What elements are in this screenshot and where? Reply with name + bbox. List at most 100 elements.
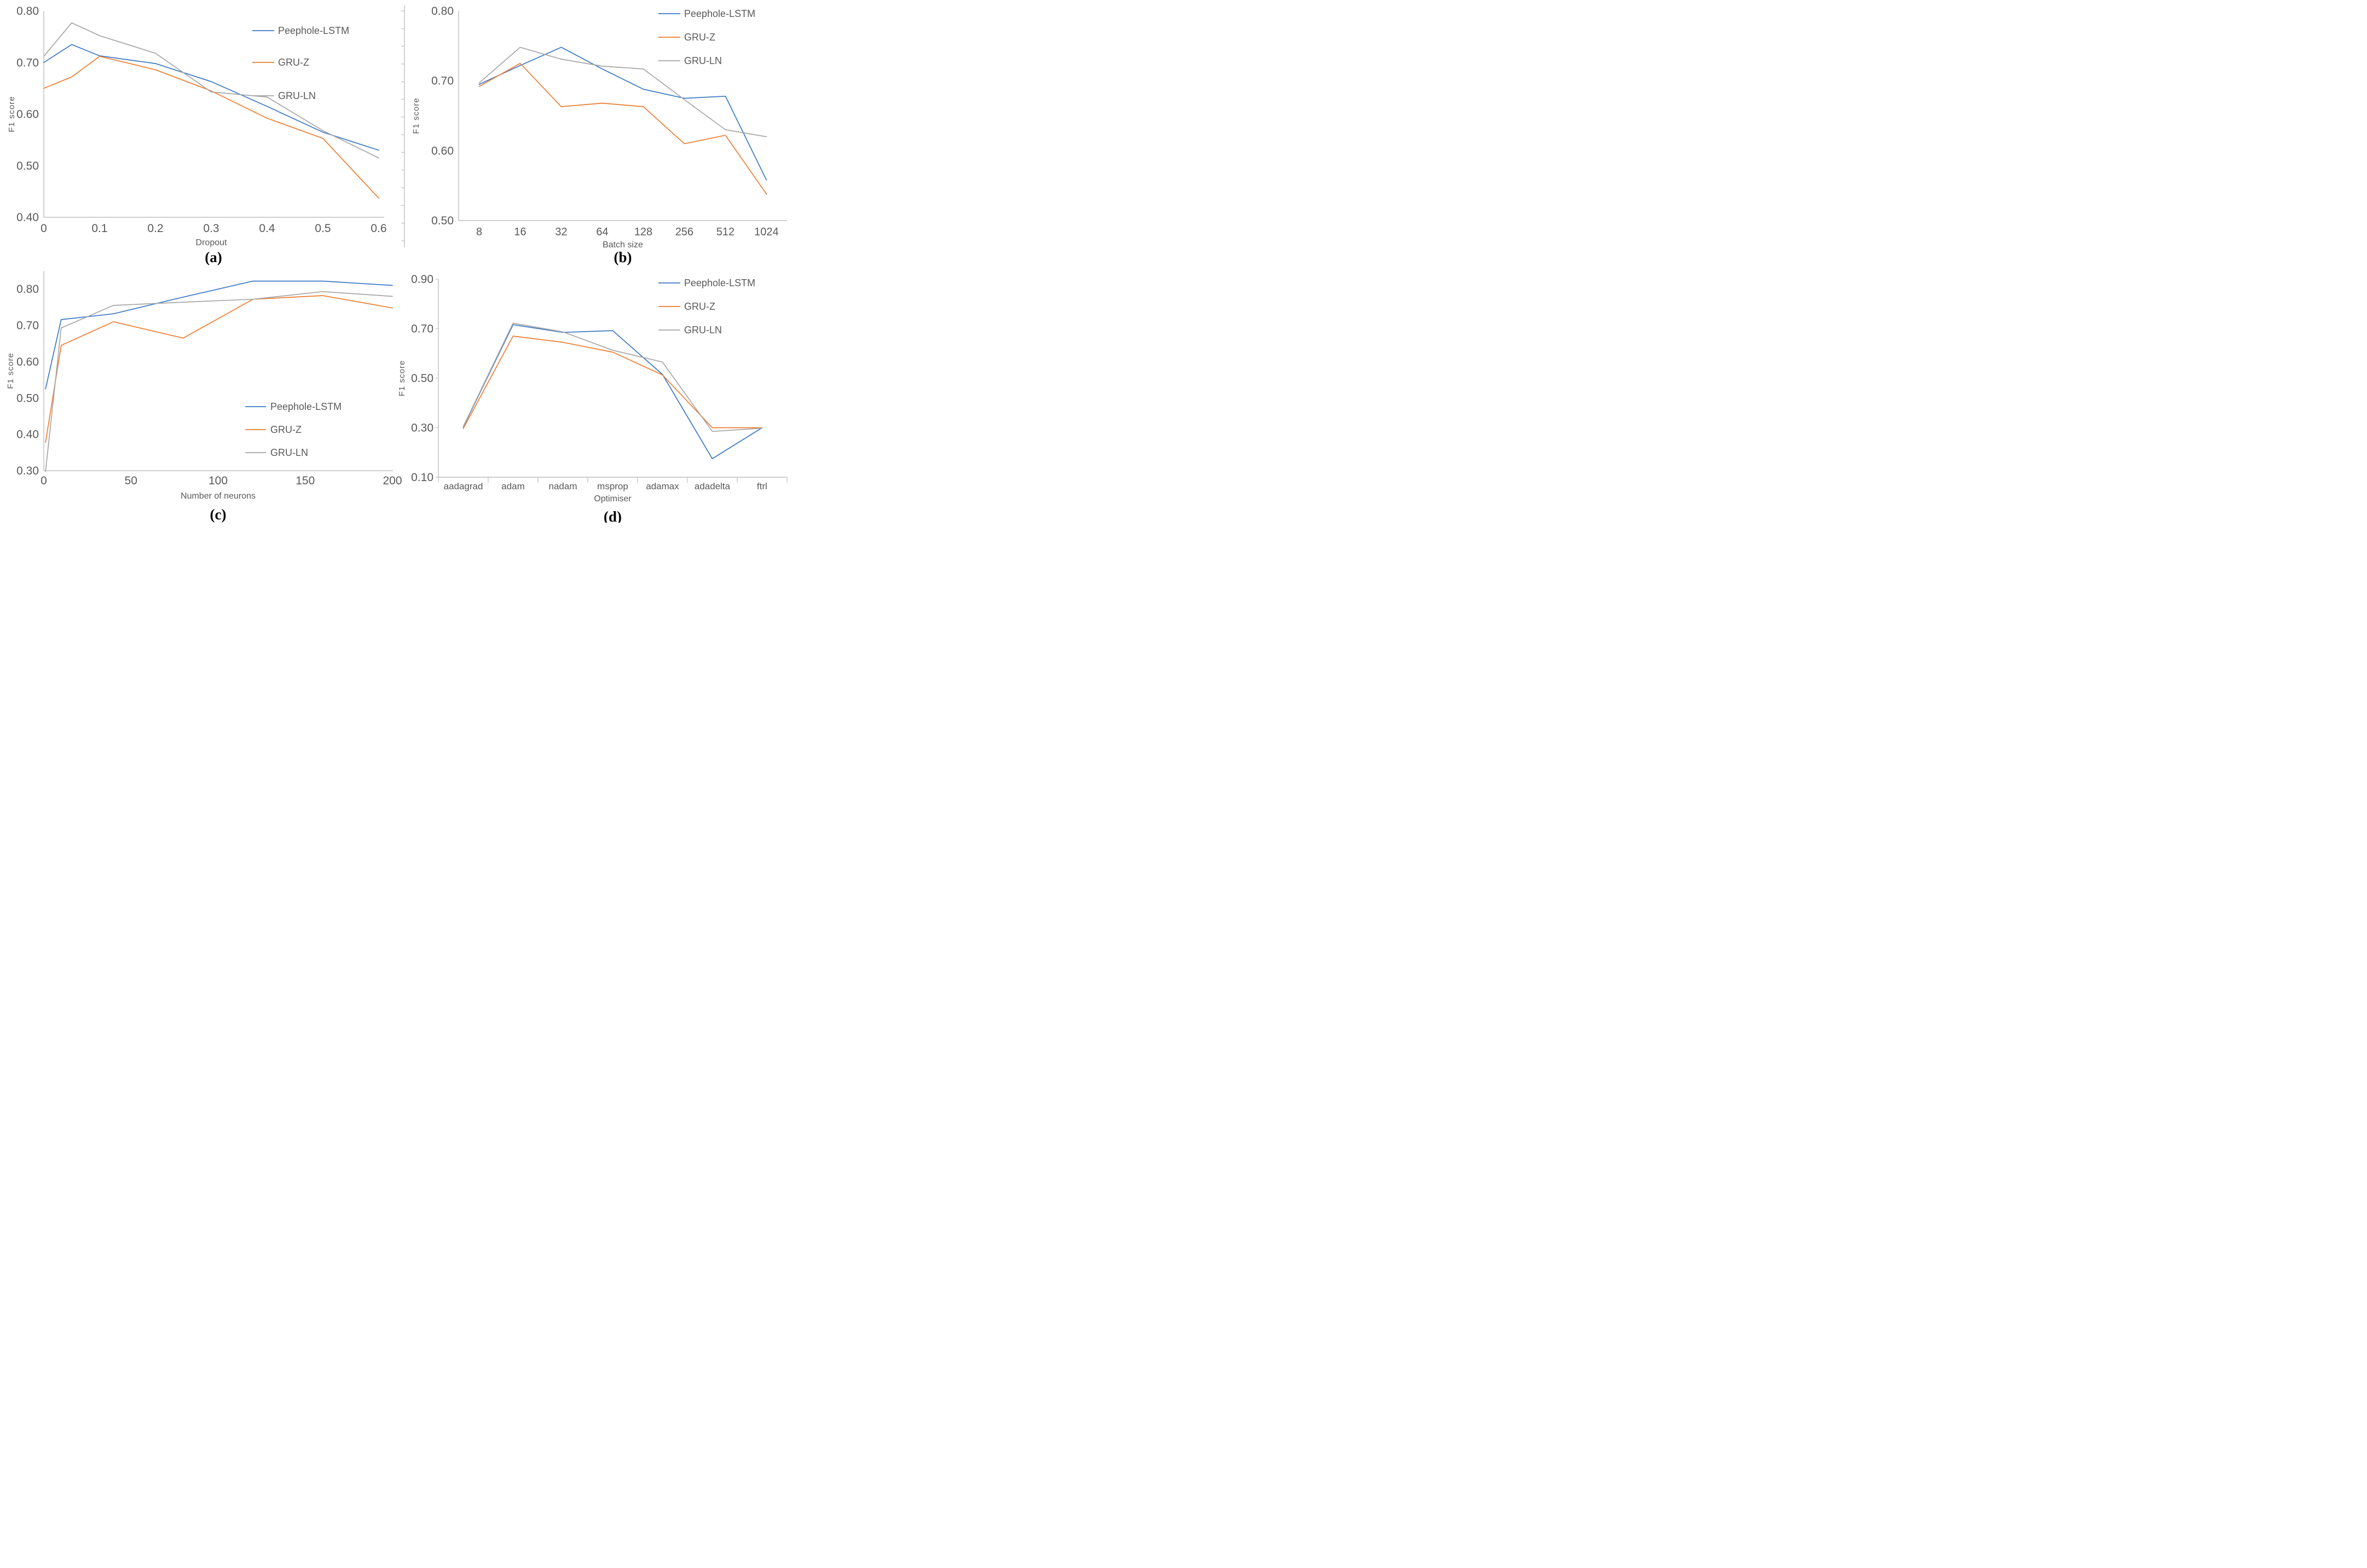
svg-text:0.80: 0.80	[431, 5, 454, 18]
panel-b-chart: 0.50 0.60 0.70 0.80 8 16 32 64 128 256 512 1024 Batc…	[401, 5, 787, 250]
svg-text:0.2: 0.2	[147, 222, 163, 235]
panel-a-letter: (a)	[205, 249, 222, 265]
svg-text:0.5: 0.5	[315, 222, 331, 235]
series-line-gru-z	[462, 335, 763, 429]
legend: Peephole-LSTM GRU-Z GRU-LN	[252, 25, 349, 101]
svg-text:1024: 1024	[754, 226, 779, 238]
legend-item-peephole-lstm: Peephole-LSTM	[658, 8, 755, 19]
svg-text:16: 16	[514, 226, 526, 238]
svg-text:0.6: 0.6	[371, 222, 386, 235]
legend-item-peephole-lstm: Peephole-LSTM	[252, 25, 349, 36]
legend-label: Peephole-LSTM	[684, 277, 755, 288]
svg-text:0.50: 0.50	[16, 160, 39, 172]
series-line-gru-ln	[43, 22, 379, 159]
panel-c-chart: 0.30 0.40 0.50 0.60 0.70 0.80 0 50 100 150 200 Numb…	[6, 271, 402, 501]
legend-item-gru-z: GRU-Z	[245, 424, 302, 435]
axes	[458, 11, 787, 221]
legend-label: GRU-Z	[278, 57, 309, 68]
svg-text:150: 150	[296, 475, 315, 487]
panel-d: 0.10 0.30 0.50 0.70 0.90 aadagrad adam nadam msp…	[395, 265, 789, 523]
svg-text:256: 256	[675, 226, 693, 238]
panel-b-letter: (b)	[614, 249, 632, 265]
svg-text:0.30: 0.30	[411, 422, 433, 435]
svg-text:0.1: 0.1	[91, 222, 107, 235]
figure-page: 0.40 0.50 0.60 0.70 0.80 0 0.1 0.2 0.3 0.4 0.5 0.6 D…	[0, 0, 789, 523]
svg-text:0.3: 0.3	[203, 222, 219, 235]
svg-text:msprop: msprop	[597, 481, 628, 491]
legend-label: GRU-LN	[270, 447, 308, 458]
legend-label: GRU-Z	[684, 301, 715, 312]
svg-text:32: 32	[555, 226, 567, 238]
panel-b: 0.50 0.60 0.70 0.80 8 16 32 64 128 256 512 1024 Batc…	[395, 0, 789, 265]
svg-text:0.10: 0.10	[411, 471, 433, 484]
legend-label: Peephole-LSTM	[270, 401, 342, 412]
svg-text:0.70: 0.70	[431, 75, 454, 88]
svg-text:128: 128	[634, 226, 652, 238]
x-axis-tick-labels: 0 0.1 0.2 0.3 0.4 0.5 0.6	[40, 222, 386, 235]
legend: Peephole-LSTM GRU-Z GRU-LN	[658, 8, 755, 66]
svg-text:100: 100	[209, 475, 228, 487]
panel-d-letter: (d)	[604, 508, 622, 523]
svg-text:0.4: 0.4	[259, 222, 275, 235]
x-axis-title: Number of neurons	[181, 491, 256, 501]
legend-item-peephole-lstm: Peephole-LSTM	[658, 277, 755, 288]
panel-d-chart: 0.10 0.30 0.50 0.70 0.90 aadagrad adam nadam msp…	[397, 273, 788, 504]
svg-text:0.70: 0.70	[411, 323, 433, 335]
series-line-gru-z	[478, 62, 767, 195]
panel-c-letter: (c)	[210, 506, 227, 523]
y-axis-title: F1 score	[412, 97, 421, 134]
svg-text:0.90: 0.90	[411, 273, 433, 286]
svg-text:0.50: 0.50	[16, 392, 39, 404]
svg-text:0.70: 0.70	[16, 320, 39, 332]
axes	[436, 279, 788, 483]
svg-text:adamax: adamax	[646, 481, 679, 491]
series-line-gru-ln	[45, 291, 393, 472]
axes	[43, 271, 393, 471]
x-axis-title: Dropout	[196, 238, 227, 247]
y-axis-title: F1 score	[6, 352, 15, 389]
svg-text:0: 0	[40, 475, 47, 487]
legend-item-gru-z: GRU-Z	[658, 32, 715, 43]
legend-item-gru-ln: GRU-LN	[658, 55, 722, 66]
legend-item-gru-z: GRU-Z	[252, 57, 309, 68]
svg-text:512: 512	[716, 226, 734, 238]
legend-label: GRU-LN	[684, 55, 722, 66]
svg-text:200: 200	[383, 475, 402, 487]
svg-text:0.70: 0.70	[16, 56, 39, 69]
legend-label: Peephole-LSTM	[684, 8, 755, 19]
panel-a: 0.40 0.50 0.60 0.70 0.80 0 0.1 0.2 0.3 0.4 0.5 0.6 D…	[0, 0, 395, 265]
svg-text:0.50: 0.50	[431, 215, 454, 227]
axes	[43, 11, 384, 218]
series-line-peephole-lstm	[462, 324, 763, 459]
legend-label: GRU-LN	[684, 325, 722, 335]
y-axis-tick-labels: 0.40 0.50 0.60 0.70 0.80	[16, 5, 39, 224]
svg-text:50: 50	[125, 475, 137, 487]
legend: Peephole-LSTM GRU-Z GRU-LN	[245, 401, 342, 458]
legend-item-gru-ln: GRU-LN	[252, 90, 316, 101]
legend-label: GRU-LN	[278, 90, 316, 101]
figure-top-row: 0.40 0.50 0.60 0.70 0.80 0 0.1 0.2 0.3 0.4 0.5 0.6 D…	[0, 0, 789, 265]
svg-text:adam: adam	[501, 481, 525, 491]
x-axis-tick-labels: 0 50 100 150 200	[40, 475, 402, 487]
legend: Peephole-LSTM GRU-Z GRU-LN	[658, 277, 755, 335]
legend-label: GRU-Z	[684, 32, 715, 43]
figure-bottom-row: 0.30 0.40 0.50 0.60 0.70 0.80 0 50 100 150 200 Numb…	[0, 265, 789, 523]
x-axis-title: Batch size	[603, 240, 643, 250]
svg-text:aadagrad: aadagrad	[444, 481, 483, 491]
svg-text:0.30: 0.30	[16, 465, 39, 477]
y-axis-title: F1 score	[7, 96, 16, 132]
svg-text:0.80: 0.80	[16, 283, 39, 296]
y-axis-tick-labels: 0.10 0.30 0.50 0.70 0.90	[411, 273, 433, 484]
svg-text:0.40: 0.40	[16, 211, 39, 224]
outer-value-axis	[401, 5, 405, 247]
series-line-peephole-lstm	[45, 280, 393, 390]
panel-c: 0.30 0.40 0.50 0.60 0.70 0.80 0 50 100 150 200 Numb…	[0, 265, 402, 523]
svg-text:nadam: nadam	[549, 481, 577, 491]
series-line-gru-z	[43, 56, 379, 199]
legend-item-gru-ln: GRU-LN	[658, 325, 722, 335]
svg-text:8: 8	[476, 226, 482, 238]
svg-text:0.50: 0.50	[411, 372, 433, 385]
svg-text:0.60: 0.60	[431, 144, 454, 157]
panel-a-chart: 0.40 0.50 0.60 0.70 0.80 0 0.1 0.2 0.3 0.4 0.5 0.6 D…	[7, 5, 387, 247]
x-axis-title: Optimiser	[594, 494, 632, 504]
